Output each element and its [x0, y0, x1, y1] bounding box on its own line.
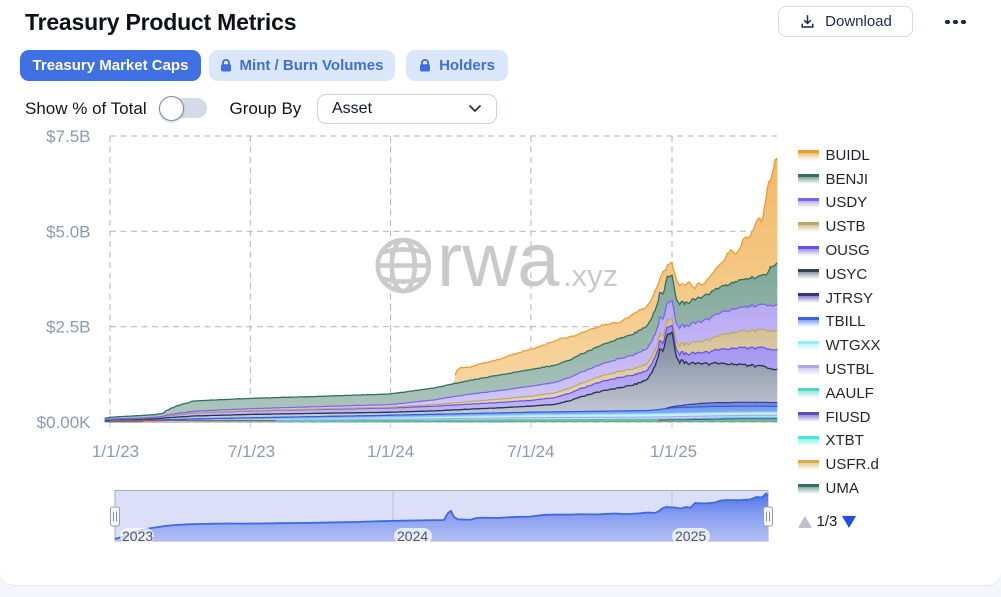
svg-text:$0.00K: $0.00K — [37, 413, 92, 432]
svg-text:7/1/23: 7/1/23 — [228, 442, 275, 461]
svg-text:$2.5B: $2.5B — [46, 318, 90, 337]
svg-text:1/1/23: 1/1/23 — [92, 442, 139, 461]
svg-text:2023: 2023 — [122, 528, 153, 544]
svg-text:$5.0B: $5.0B — [46, 222, 90, 241]
svg-text:$7.5B: $7.5B — [46, 127, 90, 146]
svg-text:1/1/25: 1/1/25 — [650, 442, 697, 461]
svg-text:2024: 2024 — [397, 528, 428, 544]
svg-text:rwa: rwa — [437, 218, 560, 303]
svg-text:1/1/24: 1/1/24 — [367, 442, 414, 461]
svg-text:.xyz: .xyz — [563, 258, 618, 293]
svg-text:7/1/24: 7/1/24 — [507, 442, 554, 461]
svg-text:2025: 2025 — [675, 528, 706, 544]
